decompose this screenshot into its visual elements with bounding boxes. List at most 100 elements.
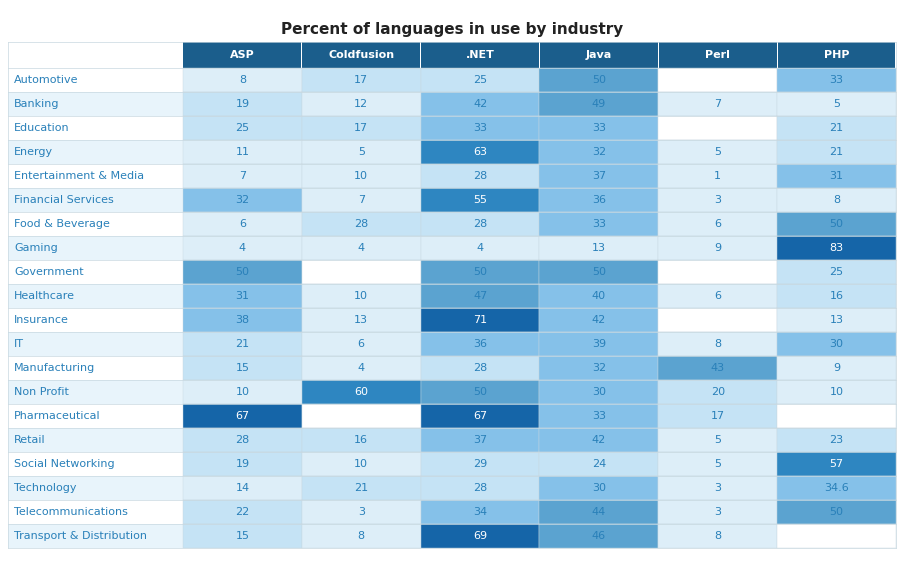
Bar (539, 212, 657, 236)
Bar (302, 500, 420, 524)
Bar (8, 476, 182, 500)
Text: 19: 19 (235, 459, 249, 469)
Text: 21: 21 (829, 147, 842, 157)
Text: Non Profit: Non Profit (14, 387, 69, 397)
Text: 33: 33 (829, 75, 842, 85)
Text: 44: 44 (591, 507, 605, 517)
Bar (8, 500, 182, 524)
Bar (302, 332, 420, 356)
Text: 21: 21 (235, 339, 249, 349)
Text: 47: 47 (472, 291, 487, 301)
Bar (420, 500, 539, 524)
Bar (539, 500, 657, 524)
Text: 21: 21 (829, 123, 842, 133)
Bar (8, 356, 182, 380)
Bar (302, 164, 420, 188)
Text: 38: 38 (235, 315, 249, 325)
Text: 67: 67 (235, 411, 249, 421)
Text: 31: 31 (235, 291, 249, 301)
Text: Percent of languages in use by industry: Percent of languages in use by industry (281, 22, 622, 37)
Bar (182, 140, 302, 164)
Text: 3: 3 (713, 195, 721, 205)
Bar (777, 356, 895, 380)
Text: Education: Education (14, 123, 70, 133)
Bar (657, 380, 777, 404)
Text: 25: 25 (472, 75, 487, 85)
Text: 5: 5 (713, 435, 721, 445)
Bar (8, 236, 182, 260)
Bar (539, 284, 657, 308)
Bar (657, 140, 777, 164)
Bar (777, 428, 895, 452)
Bar (420, 260, 539, 284)
Text: 16: 16 (354, 435, 368, 445)
Text: 33: 33 (591, 219, 605, 229)
Text: 7: 7 (358, 195, 365, 205)
Bar (657, 164, 777, 188)
Text: 67: 67 (472, 411, 487, 421)
Bar (182, 380, 302, 404)
Text: 50: 50 (472, 387, 487, 397)
Bar (302, 116, 420, 140)
Bar (657, 476, 777, 500)
Bar (420, 164, 539, 188)
Text: 9: 9 (713, 243, 721, 253)
Text: 37: 37 (472, 435, 487, 445)
Bar (657, 284, 777, 308)
Bar (302, 476, 420, 500)
Text: 28: 28 (354, 219, 368, 229)
Bar (420, 452, 539, 476)
Text: 17: 17 (354, 123, 368, 133)
Bar (777, 236, 895, 260)
Bar (182, 116, 302, 140)
Bar (302, 260, 420, 284)
Text: Healthcare: Healthcare (14, 291, 75, 301)
Text: 4: 4 (358, 363, 365, 373)
Bar (657, 332, 777, 356)
Text: 6: 6 (713, 219, 721, 229)
Bar (8, 42, 182, 68)
Bar (302, 308, 420, 332)
Bar (8, 116, 182, 140)
Bar (420, 284, 539, 308)
Bar (8, 524, 182, 548)
Bar (302, 92, 420, 116)
Text: 3: 3 (713, 507, 721, 517)
Text: 3: 3 (713, 483, 721, 493)
Bar (657, 404, 777, 428)
Bar (8, 68, 182, 92)
Bar (182, 260, 302, 284)
Text: 63: 63 (472, 147, 487, 157)
Bar (182, 236, 302, 260)
Text: 13: 13 (591, 243, 605, 253)
Text: 60: 60 (354, 387, 368, 397)
Bar (420, 68, 539, 92)
Text: 25: 25 (235, 123, 249, 133)
Bar (302, 212, 420, 236)
Bar (657, 92, 777, 116)
Text: 42: 42 (591, 435, 605, 445)
Text: Automotive: Automotive (14, 75, 79, 85)
Text: Technology: Technology (14, 483, 77, 493)
Text: 30: 30 (591, 483, 605, 493)
Bar (8, 452, 182, 476)
Bar (657, 428, 777, 452)
Bar (777, 308, 895, 332)
Text: 17: 17 (710, 411, 724, 421)
Bar (302, 524, 420, 548)
Bar (182, 524, 302, 548)
Text: 15: 15 (235, 363, 249, 373)
Text: 43: 43 (710, 363, 724, 373)
Bar (539, 164, 657, 188)
Bar (657, 236, 777, 260)
Bar (777, 164, 895, 188)
Text: 8: 8 (238, 75, 246, 85)
Bar (777, 188, 895, 212)
Bar (302, 236, 420, 260)
Text: 49: 49 (591, 99, 605, 109)
Bar (302, 428, 420, 452)
Text: 28: 28 (472, 171, 487, 181)
Bar (420, 524, 539, 548)
Text: 34: 34 (472, 507, 487, 517)
Bar (657, 524, 777, 548)
